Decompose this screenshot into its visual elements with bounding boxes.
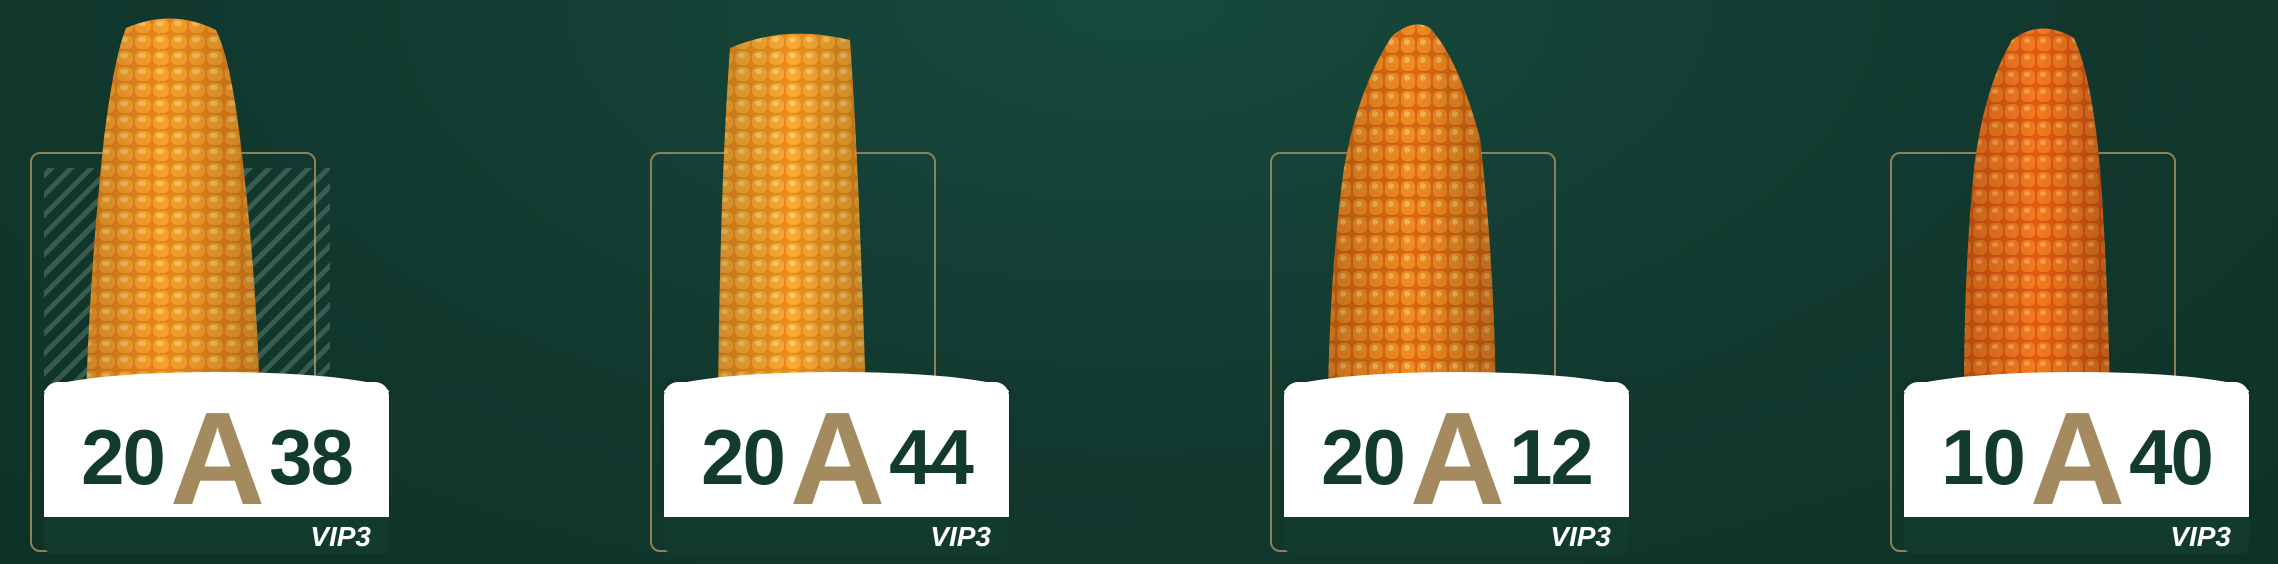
- product-letter: A: [2029, 385, 2125, 532]
- product-name-plate: 20 A 12: [1284, 372, 1629, 525]
- trait-bar: VIP3: [1284, 517, 1629, 554]
- corn-cob-image: [718, 33, 866, 398]
- product-number-left: 20: [1321, 413, 1406, 501]
- corn-cob-image: [86, 18, 260, 398]
- product-name: 20 A 38: [44, 393, 389, 525]
- product-number-left: 20: [701, 413, 786, 501]
- trait-label: VIP3: [2170, 521, 2231, 552]
- product-number-right: 44: [889, 413, 974, 501]
- product-name-plate: 10 A 40: [1904, 372, 2249, 525]
- trait-bar: VIP3: [44, 517, 389, 554]
- product-number-right: 12: [1509, 413, 1594, 501]
- product-card[interactable]: 20 A 12 VIP3: [1240, 0, 1629, 564]
- product-letter: A: [169, 385, 265, 532]
- product-card[interactable]: 20 A 44 VIP3: [620, 0, 1009, 564]
- trait-bar: VIP3: [664, 517, 1009, 554]
- product-name-plate: 20 A 38: [44, 372, 389, 525]
- trait-bar: VIP3: [1904, 517, 2249, 554]
- product-name-plate: 20 A 44: [664, 372, 1009, 525]
- product-letter: A: [789, 385, 885, 532]
- product-number-right: 40: [2129, 413, 2214, 501]
- product-card[interactable]: 10 A 40 VIP3: [1860, 0, 2249, 564]
- trait-label: VIP3: [1550, 521, 1611, 552]
- product-name: 10 A 40: [1904, 393, 2249, 525]
- product-card[interactable]: 20 A 38 VIP3: [0, 0, 389, 564]
- product-letter: A: [1409, 385, 1505, 532]
- trait-label: VIP3: [310, 521, 371, 552]
- product-number-left: 20: [81, 413, 166, 501]
- corn-cob-image: [1964, 28, 2110, 398]
- product-name: 20 A 12: [1284, 393, 1629, 525]
- product-number-left: 10: [1941, 413, 2026, 501]
- product-number-right: 38: [269, 413, 354, 501]
- product-name: 20 A 44: [664, 393, 1009, 525]
- trait-label: VIP3: [930, 521, 991, 552]
- corn-cob-image: [1328, 24, 1496, 398]
